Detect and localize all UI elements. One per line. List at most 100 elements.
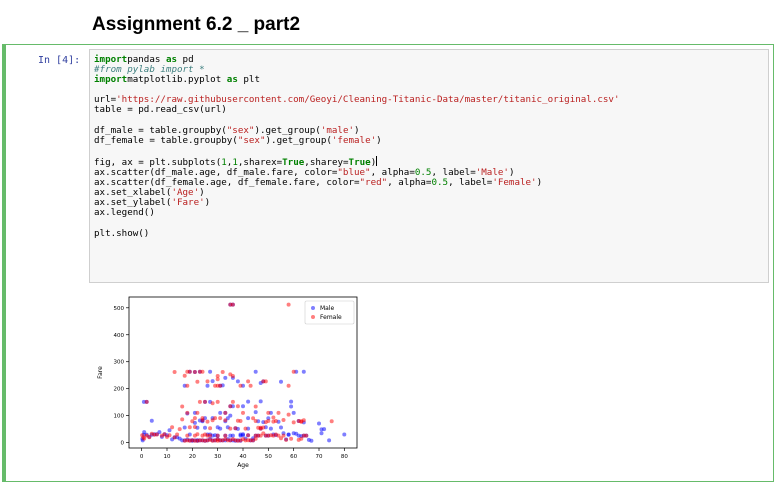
- scatter-point: [279, 436, 283, 441]
- scatter-point: [253, 419, 258, 423]
- code-token: import: [94, 54, 128, 65]
- code-token: "sex": [226, 124, 255, 136]
- x-tick-label: 10: [164, 454, 171, 460]
- code-token: True: [282, 156, 305, 168]
- code-token: ax.scatter(df_female.age, df_female.fare…: [94, 177, 360, 189]
- code-token: True: [348, 156, 371, 168]
- scatter-point: [276, 410, 281, 415]
- scatter-point: [271, 415, 276, 420]
- scatter-point: [241, 432, 245, 437]
- legend-marker: [311, 315, 315, 319]
- scatter-point: [268, 426, 273, 431]
- scatter-point: [289, 404, 294, 409]
- scatter-point: [309, 438, 314, 443]
- scatter-point: [172, 435, 177, 440]
- code-token: 'Fare': [171, 197, 205, 209]
- scatter-point: [289, 399, 294, 404]
- scatter-point: [182, 425, 187, 430]
- code-token: ,sharex=: [237, 156, 283, 168]
- y-tick-label: 300: [114, 360, 125, 366]
- x-tick-label: 0: [140, 454, 144, 460]
- scatter-point: [243, 426, 248, 431]
- scatter-point: [215, 374, 220, 378]
- code-text[interactable]: importpandas as pd #from pylab import * …: [94, 54, 620, 239]
- x-tick-label: 20: [189, 454, 196, 460]
- scatter-point: [223, 375, 228, 380]
- scatter-point: [286, 412, 291, 417]
- scatter-point: [253, 369, 258, 374]
- code-token: 'https://raw.githubusercontent.com/Geoyi…: [116, 94, 620, 106]
- code-token: ).get_group(: [265, 134, 332, 146]
- scatter-point: [200, 433, 205, 438]
- text-cursor: [376, 155, 378, 166]
- code-token: 'Age': [171, 187, 200, 199]
- scatter-point: [210, 379, 215, 384]
- x-tick-label: 30: [214, 454, 221, 460]
- scatter-point: [241, 410, 245, 415]
- code-token: 1: [221, 156, 227, 168]
- code-token: , alpha=: [370, 167, 415, 179]
- scatter-point: [215, 437, 220, 442]
- scatter-point: [195, 379, 200, 384]
- code-cell[interactable]: [2, 44, 774, 482]
- scatter-point: [200, 418, 205, 423]
- scatter-point: [281, 433, 286, 438]
- scatter-point: [263, 379, 268, 384]
- scatter-point: [291, 369, 296, 374]
- code-token: pandas: [127, 54, 166, 65]
- scatter-point: [253, 410, 258, 415]
- code-token: as: [165, 54, 178, 65]
- code-token: pd: [177, 54, 194, 65]
- scatter-point: [141, 399, 146, 404]
- code-token: ax.set_xlabel(: [94, 187, 172, 199]
- scatter-point: [304, 433, 309, 438]
- scatter-point: [246, 416, 251, 421]
- scatter-point: [177, 427, 182, 432]
- scatter-point: [170, 425, 175, 430]
- x-axis-label: Age: [237, 462, 249, 469]
- scatter-point: [286, 383, 291, 388]
- legend-label: Female: [320, 314, 342, 321]
- code-token: "red": [359, 177, 388, 189]
- scatter-point: [263, 420, 268, 425]
- code-token: df_female = table.groupby(: [94, 134, 238, 146]
- scatter-point: [185, 410, 190, 415]
- scatter-point: [253, 404, 258, 409]
- scatter-point: [218, 416, 223, 421]
- scatter-point: [228, 404, 233, 409]
- code-token: ): [354, 124, 360, 136]
- scatter-point: [167, 433, 172, 438]
- scatter-point: [180, 417, 185, 422]
- scatter-point: [248, 383, 253, 388]
- scatter-point: [286, 302, 291, 307]
- scatter-point: [342, 432, 347, 437]
- scatter-point: [235, 379, 240, 384]
- x-tick-label: 80: [341, 454, 348, 460]
- scatter-point: [220, 370, 225, 374]
- code-token: ): [508, 167, 515, 179]
- scatter-point: [251, 416, 256, 421]
- code-token: fig, ax = plt.subplots(: [94, 156, 222, 168]
- scatter-point: [195, 410, 200, 415]
- scatter-point: [141, 435, 146, 440]
- code-token: "blue": [337, 167, 371, 179]
- scatter-point: [223, 433, 228, 438]
- scatter-point: [147, 435, 152, 440]
- code-token: 'female': [331, 134, 377, 146]
- y-tick-label: 500: [114, 306, 125, 312]
- scatter-point: [208, 369, 213, 374]
- code-token: ax.scatter(df_male.age, df_male.fare, co…: [94, 167, 338, 179]
- scatter-point: [195, 432, 200, 437]
- x-tick-label: 40: [240, 454, 247, 460]
- scatter-point: [317, 421, 321, 426]
- scatter-point: [187, 369, 192, 374]
- code-token: df_male = table.groupby(: [94, 124, 227, 136]
- y-tick-label: 400: [114, 333, 125, 339]
- code-token: 0.5: [414, 167, 432, 179]
- code-editor[interactable]: importpandas as pd #from pylab import * …: [89, 49, 769, 283]
- cell-prompt: In [4]:: [38, 55, 81, 66]
- scatter-point: [154, 432, 159, 437]
- scatter-point: [208, 426, 213, 431]
- code-token: 'Male': [475, 167, 509, 179]
- code-token: , label=: [448, 177, 493, 189]
